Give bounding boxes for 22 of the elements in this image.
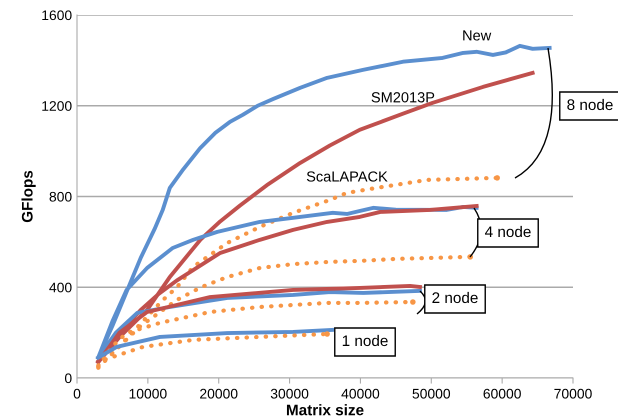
x-tick-label: 60000	[484, 388, 521, 399]
series-label: New	[463, 30, 492, 41]
x-tick-label: 10000	[130, 388, 167, 399]
annotation: 1 node	[342, 334, 388, 346]
y-tick-label: 1600	[42, 10, 72, 20]
x-tick-label: 40000	[341, 388, 380, 399]
annotation: 2 node	[432, 292, 478, 304]
y-axis-title: GFlops	[21, 170, 36, 222]
x-tick-label: 50000	[412, 388, 450, 399]
series-label: SM2013P	[372, 92, 434, 102]
series-label: ScaLAPACK	[306, 171, 388, 182]
y-tick-label: 400	[49, 282, 72, 292]
y-tick-label: 0	[64, 373, 72, 384]
x-tick-label: 70000	[554, 388, 592, 399]
x-axis-title: Matrix size	[286, 404, 364, 416]
y-tick-label: 800	[50, 192, 72, 202]
y-tick-label: 1200	[42, 101, 72, 111]
annotation: 4 node	[484, 226, 531, 238]
annotation: 8 node	[567, 98, 613, 110]
x-tick-label: 30000	[270, 388, 308, 399]
x-tick-label: 20000	[200, 388, 238, 399]
x-tick-label: 0	[74, 388, 80, 399]
